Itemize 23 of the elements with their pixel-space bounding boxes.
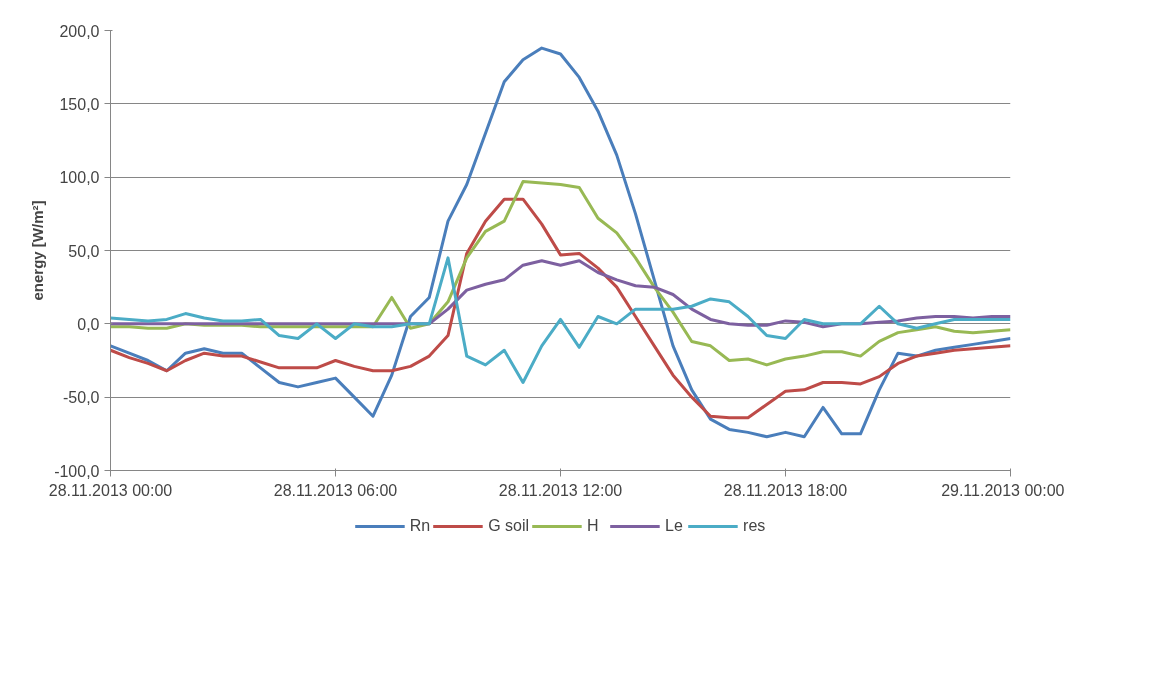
line-series xyxy=(110,256,1011,384)
y-tick-label: -100,0 xyxy=(54,462,100,480)
legend-label: res xyxy=(743,517,766,535)
y-tick-label: 0,0 xyxy=(77,315,100,333)
line-series xyxy=(110,46,1011,439)
legend-label: G soil xyxy=(488,517,530,535)
x-tick-label: 28.11.2013 18:00 xyxy=(723,481,848,499)
x-tick-label: 29.11.2013 00:00 xyxy=(941,481,1065,499)
y-tick-label: 50,0 xyxy=(68,242,100,260)
x-tick-label: 28.11.2013 06:00 xyxy=(273,481,398,499)
legend-label: Rn xyxy=(409,517,431,535)
x-tick-label: 28.11.2013 12:00 xyxy=(498,481,623,499)
line-series xyxy=(110,197,1011,420)
line-series xyxy=(110,259,1011,329)
line-series xyxy=(110,180,1011,367)
y-tick-label: 100,0 xyxy=(59,169,100,187)
y-tick-label: 200,0 xyxy=(59,22,100,40)
legend-label: Le xyxy=(665,517,684,535)
legend-label: H xyxy=(587,517,600,535)
y-axis-title: energy [W/m²] xyxy=(29,200,47,301)
y-tick-label: -50,0 xyxy=(63,389,100,407)
x-tick-label: 28.11.2013 00:00 xyxy=(48,481,173,499)
y-tick-label: 150,0 xyxy=(59,95,100,113)
